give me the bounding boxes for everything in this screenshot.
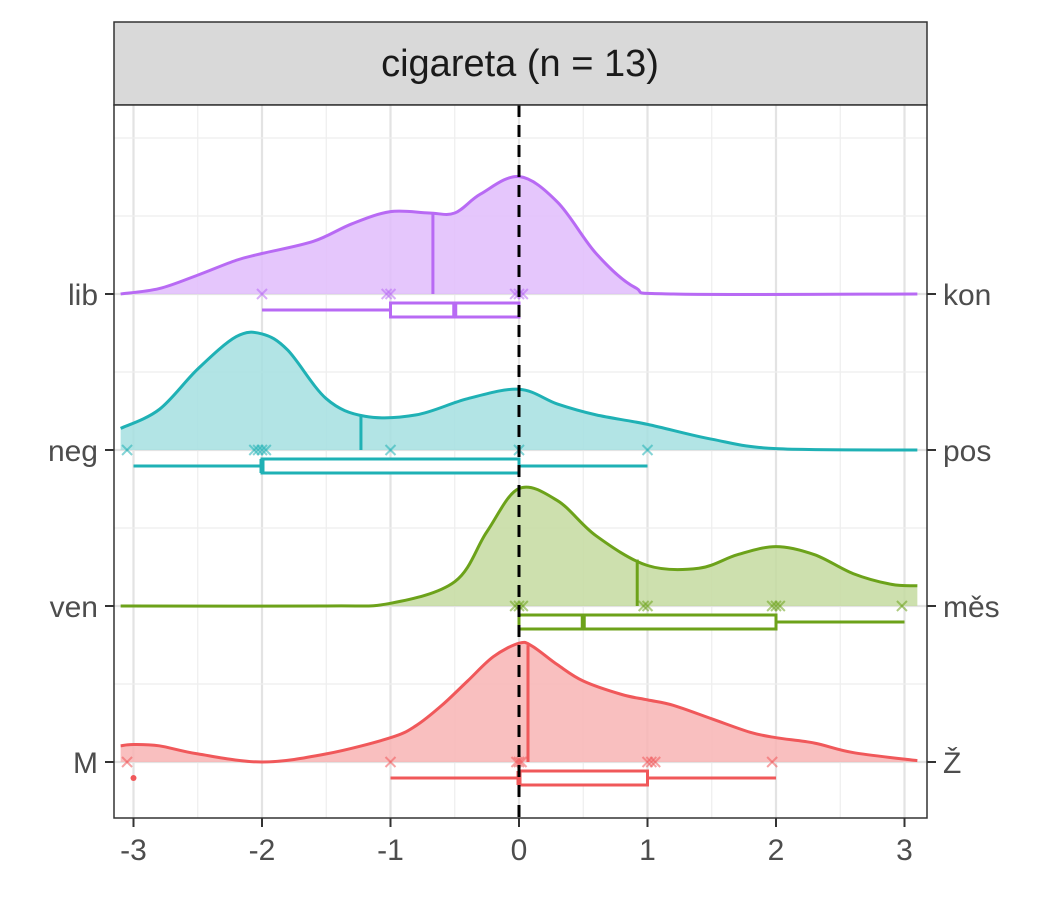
data-point bbox=[260, 444, 272, 456]
density-line bbox=[120, 485, 918, 608]
data-point bbox=[896, 600, 908, 612]
ridge-row bbox=[120, 640, 918, 787]
y-label-right: pos bbox=[943, 435, 991, 468]
data-point bbox=[121, 444, 133, 456]
data-point bbox=[774, 600, 786, 612]
data-point bbox=[256, 288, 268, 300]
data-point bbox=[384, 288, 397, 300]
density-line bbox=[120, 175, 918, 296]
data-point bbox=[770, 600, 782, 612]
y-label-right: měs bbox=[943, 591, 1000, 624]
x-tick-label: 0 bbox=[511, 834, 528, 867]
data-point bbox=[641, 600, 654, 612]
y-label-left: neg bbox=[48, 435, 98, 468]
y-label-right: kon bbox=[943, 279, 991, 312]
data-point bbox=[513, 756, 525, 768]
data-point bbox=[121, 756, 133, 768]
density-area bbox=[120, 642, 918, 762]
y-label-left: ven bbox=[50, 591, 98, 624]
x-axis: -3 -2 -1 0 1 2 3 bbox=[120, 818, 913, 867]
chart-title: cigareta (n = 13) bbox=[381, 43, 659, 85]
data-point bbox=[384, 444, 397, 456]
data-point bbox=[641, 444, 654, 456]
box-iqr bbox=[517, 769, 649, 787]
data-point bbox=[380, 288, 393, 300]
facet-strip: cigareta (n = 13) bbox=[113, 21, 928, 106]
y-label-right: Ž bbox=[943, 747, 961, 780]
box-iqr bbox=[517, 613, 778, 631]
box-iqr bbox=[260, 457, 521, 475]
x-tick-label: 2 bbox=[768, 834, 785, 867]
x-tick-label: 1 bbox=[639, 834, 656, 867]
plot-panel bbox=[113, 104, 928, 819]
x-tick-label: -3 bbox=[120, 834, 147, 867]
density-line bbox=[119, 330, 918, 452]
data-point bbox=[645, 756, 658, 768]
y-label-left: lib bbox=[68, 279, 98, 312]
data-point bbox=[384, 756, 397, 768]
data-point bbox=[766, 756, 778, 768]
x-tick-label: -2 bbox=[249, 834, 276, 867]
data-point bbox=[256, 444, 268, 456]
x-tick-label: -1 bbox=[377, 834, 404, 867]
x-tick-label: 3 bbox=[896, 834, 913, 867]
density-line bbox=[120, 640, 918, 764]
box-outlier bbox=[130, 775, 137, 781]
y-label-left: M bbox=[73, 747, 98, 780]
data-point bbox=[649, 756, 661, 768]
data-point bbox=[637, 600, 650, 612]
